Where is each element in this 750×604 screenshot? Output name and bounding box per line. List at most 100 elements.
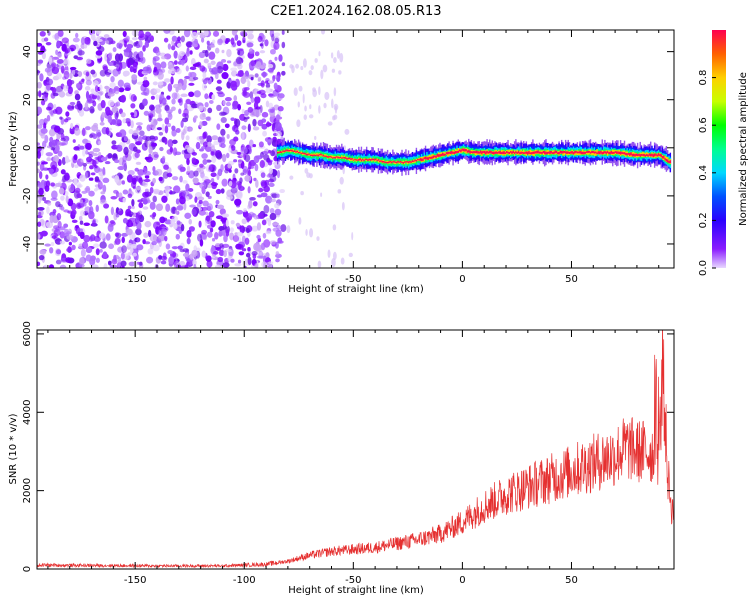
noise-cell — [254, 51, 260, 57]
noise-cell — [210, 60, 216, 65]
ridge-cell — [540, 151, 542, 154]
noise-cell — [265, 262, 273, 268]
noise-cell — [93, 91, 99, 96]
noise-cell — [117, 262, 121, 268]
ridge-cell — [575, 151, 577, 153]
noise-cell — [204, 93, 209, 100]
ridge-cell — [337, 156, 339, 159]
noise-cell — [160, 56, 167, 60]
noise-cell — [133, 42, 137, 47]
ridge-cell — [297, 151, 300, 154]
noise-cell — [144, 220, 152, 228]
noise-cell — [216, 104, 222, 112]
noise-cell — [139, 261, 143, 266]
faint-cell — [296, 119, 301, 128]
ridge-cell — [393, 161, 395, 165]
ridge-cell — [508, 151, 511, 155]
noise-cell — [163, 30, 171, 34]
noise-cell — [152, 188, 160, 195]
faint-cell — [322, 64, 328, 73]
noise-cell — [165, 190, 169, 198]
ridge-cell — [377, 158, 380, 161]
ridge-cell — [414, 159, 416, 162]
faint-cell — [351, 232, 354, 241]
noise-cell — [74, 93, 81, 101]
noise-cell — [247, 123, 251, 133]
noise-cell — [130, 94, 137, 102]
noise-cell — [52, 109, 58, 114]
ridge-cell — [396, 161, 398, 164]
ridge-cell — [661, 155, 664, 159]
ridge-cell — [295, 151, 297, 153]
noise-cell — [247, 247, 251, 252]
noise-cell — [120, 94, 127, 103]
noise-cell — [277, 237, 283, 244]
ridge-cell — [659, 154, 661, 157]
noise-cell — [201, 120, 208, 126]
noise-cell — [114, 175, 120, 184]
noise-cell — [186, 158, 190, 166]
noise-cell — [115, 213, 120, 218]
noise-cell — [245, 228, 250, 234]
noise-cell — [72, 155, 78, 164]
ridge-cell — [570, 151, 572, 154]
ridge-cell — [648, 153, 651, 156]
noise-cell — [70, 183, 75, 191]
noise-cell — [244, 154, 251, 163]
noise-cell — [88, 190, 95, 197]
noise-cell — [246, 30, 254, 35]
noise-cell — [222, 243, 230, 249]
ridge-cell — [287, 149, 289, 152]
noise-cell — [40, 99, 46, 106]
noise-cell — [65, 195, 69, 204]
noise-cell — [180, 35, 185, 43]
noise-cell — [266, 121, 270, 128]
noise-cell — [229, 227, 234, 233]
faint-cell — [308, 114, 314, 119]
noise-cell — [184, 212, 192, 219]
noise-cell — [161, 155, 166, 162]
noise-cell — [179, 195, 186, 205]
ridge-cell — [547, 151, 550, 154]
noise-cell — [95, 257, 100, 263]
noise-cell — [237, 190, 243, 199]
noise-cell — [257, 212, 264, 219]
noise-cell — [100, 191, 106, 195]
noise-cell — [171, 129, 177, 137]
noise-cell — [193, 90, 201, 98]
noise-cell — [259, 65, 266, 69]
noise-cell — [237, 159, 243, 163]
noise-cell — [260, 80, 265, 88]
noise-cell — [123, 48, 131, 53]
noise-cell — [240, 172, 245, 176]
noise-cell — [272, 227, 280, 232]
noise-cell — [130, 247, 134, 253]
noise-cell — [130, 103, 136, 109]
noise-cell — [185, 65, 189, 72]
ridge-cell — [574, 150, 576, 154]
noise-cell — [136, 211, 141, 221]
noise-cell — [211, 237, 216, 242]
noise-cell — [63, 84, 69, 92]
noise-cell — [207, 107, 213, 114]
noise-cell — [267, 68, 274, 73]
spectrogram-y-tick-label: -20 — [22, 188, 33, 204]
noise-cell — [104, 160, 111, 165]
faint-cell — [305, 228, 308, 236]
noise-cell — [219, 208, 226, 216]
noise-cell — [245, 252, 251, 258]
ridge-cell — [356, 159, 359, 161]
ridge-cell — [512, 150, 514, 154]
noise-cell — [210, 220, 216, 228]
ridge-cell — [492, 151, 495, 155]
noise-cell — [261, 219, 267, 226]
ridge-cell — [443, 153, 445, 156]
noise-cell — [221, 178, 228, 187]
noise-cell — [202, 131, 207, 140]
noise-cell — [191, 103, 199, 109]
ridge-cell — [617, 151, 619, 154]
ridge-cell — [523, 149, 525, 155]
faint-cell — [332, 115, 336, 121]
noise-cell — [148, 115, 152, 123]
faint-cell — [309, 104, 312, 110]
